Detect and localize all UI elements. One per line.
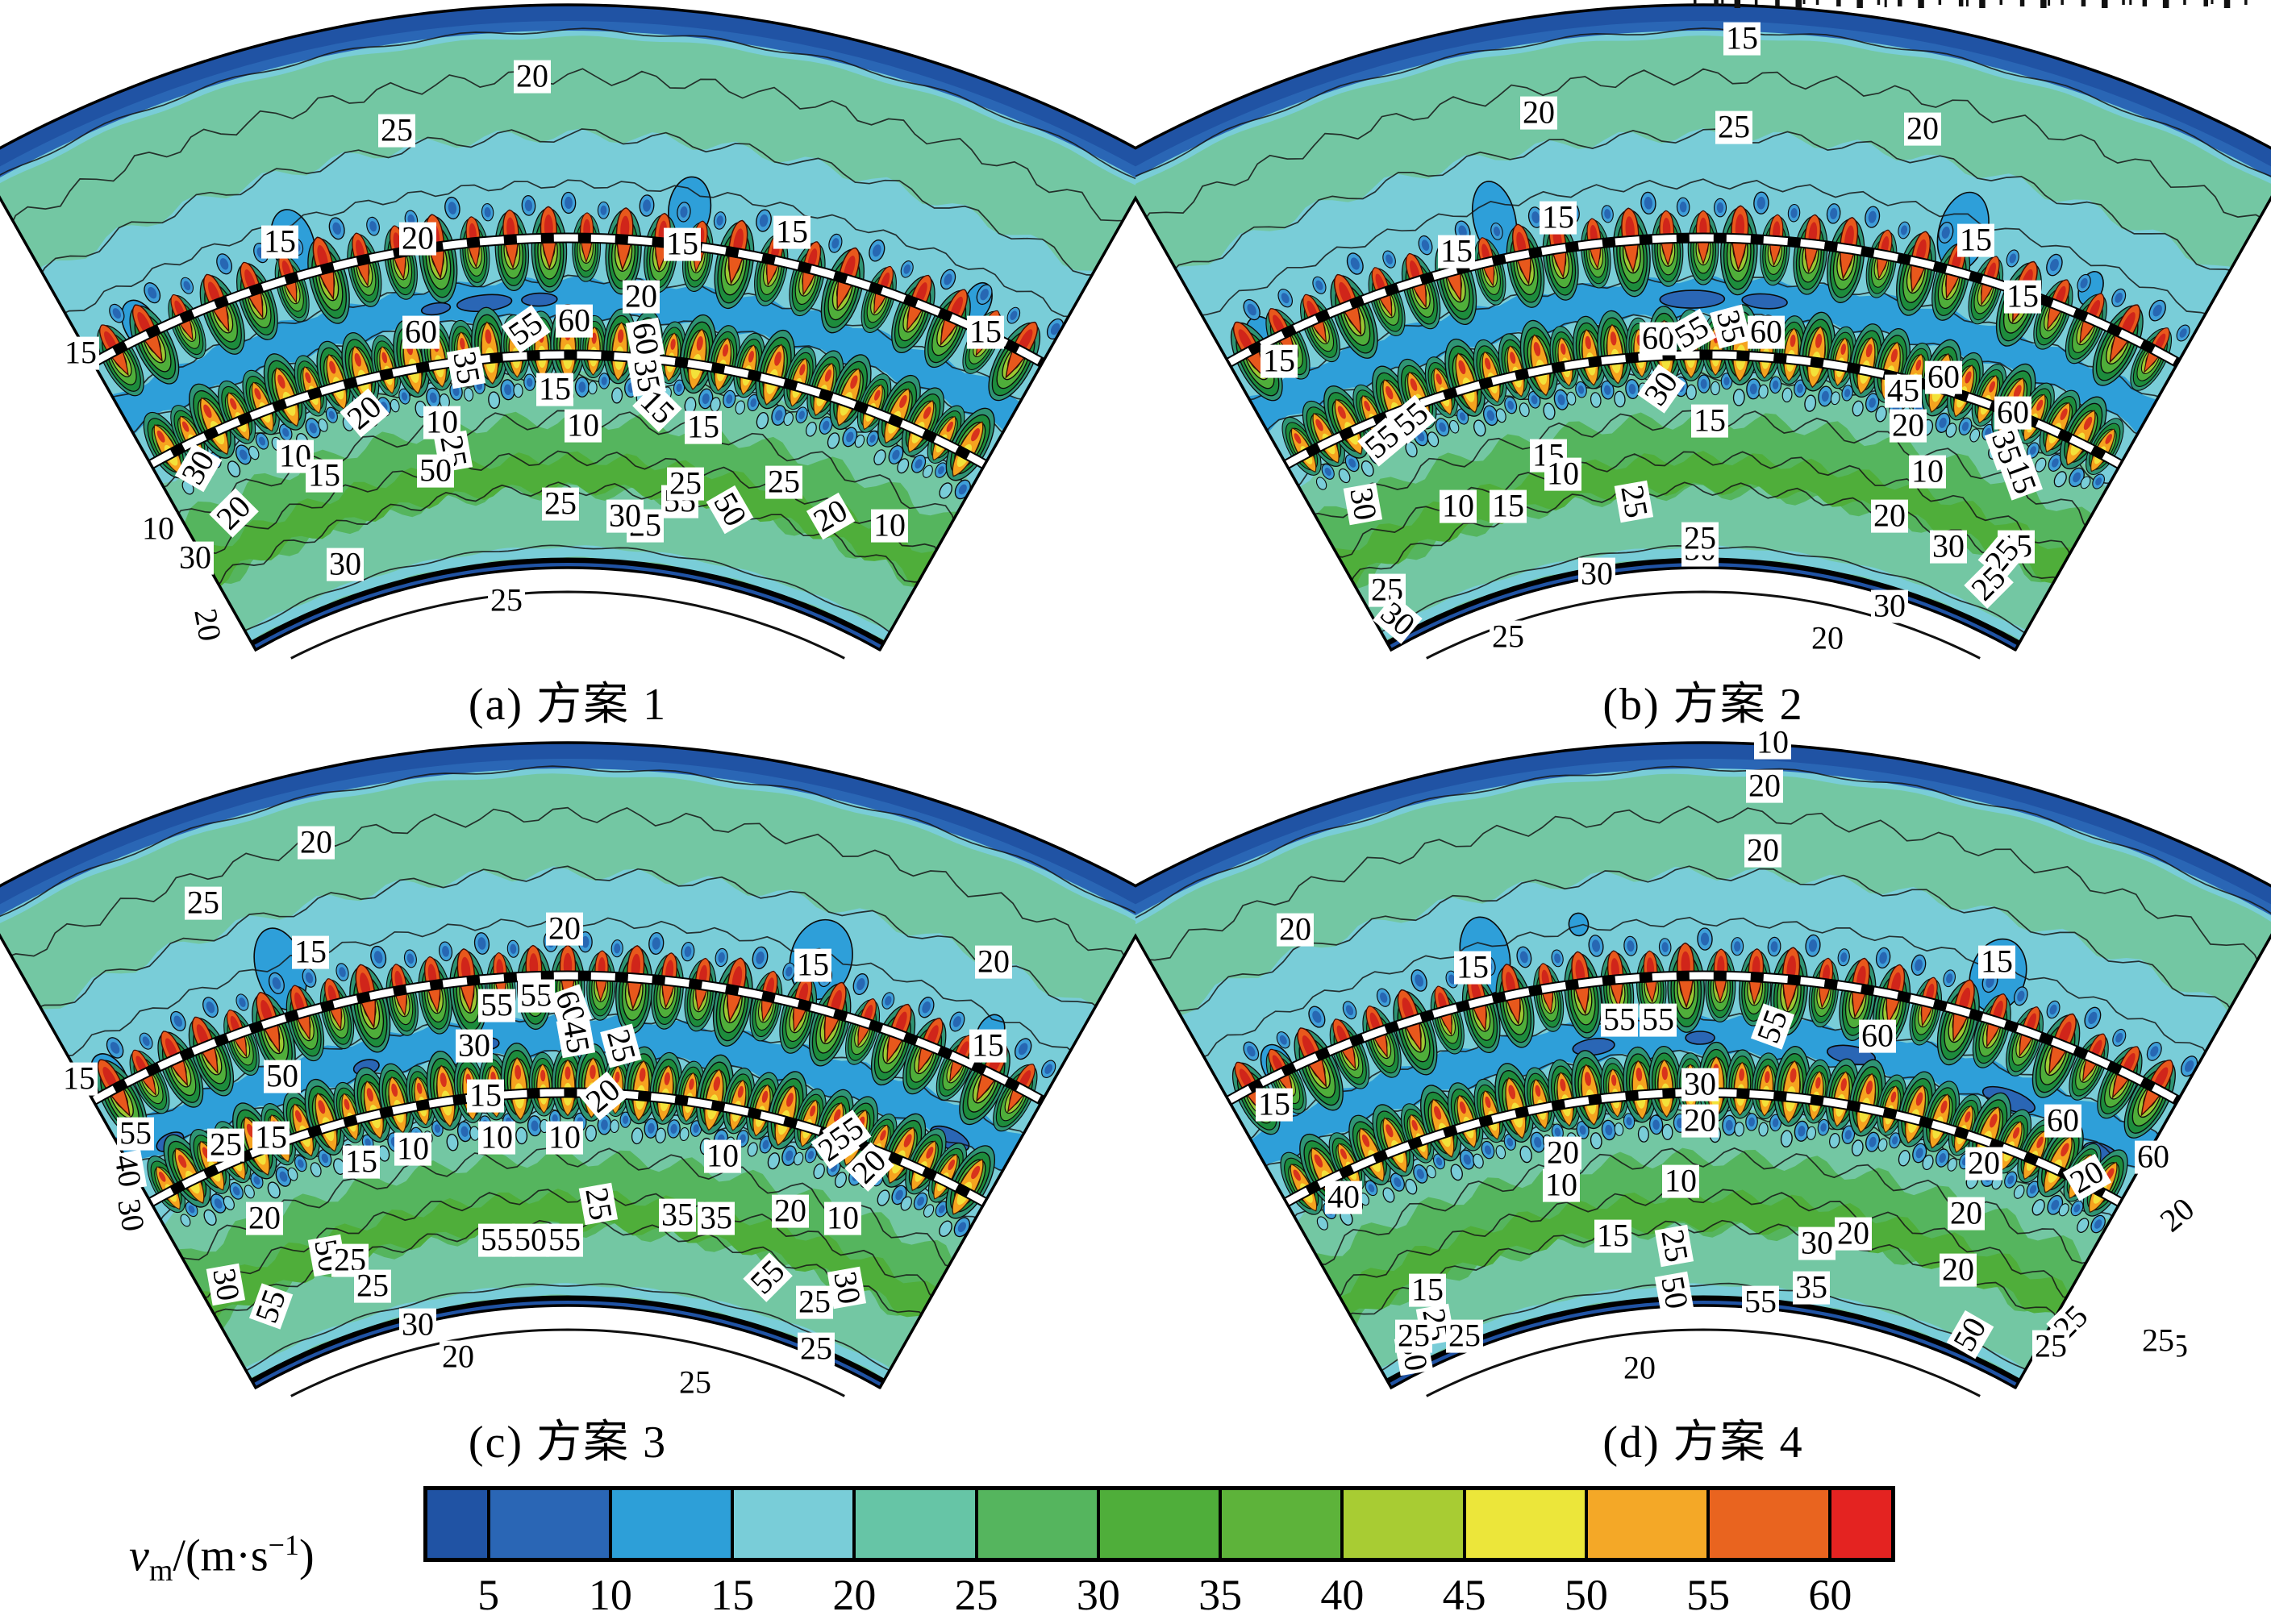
colorbar-cell — [1344, 1490, 1466, 1558]
stator-blade-wake — [385, 949, 419, 1036]
low-velocity-pocket — [420, 302, 452, 316]
unit-sup: −1 — [268, 1529, 299, 1561]
unit-end: ) — [298, 1530, 315, 1581]
low-velocity-pocket — [1659, 289, 1726, 309]
panel-scheme-2: 15 20 25 20 15 15 15 15 15 55 55 60 55 35 60 30 15 45 20 60… — [1136, 0, 2271, 738]
blade-row-dashed-arc — [1227, 972, 2180, 1104]
rotor-blade-wake — [939, 1145, 996, 1238]
colorbar-tick: 5 — [477, 1571, 500, 1619]
rotor-blade-wake — [900, 1128, 947, 1211]
colorbar-cell — [427, 1490, 490, 1558]
colorbar-cell — [734, 1490, 856, 1558]
colorbar-tick: 60 — [1808, 1571, 1852, 1619]
blade-row-dashed-arc — [91, 972, 1044, 1104]
fan-outline — [0, 3, 1136, 652]
rotor-blade-wake — [426, 1050, 473, 1151]
contour-plot-c — [0, 741, 1136, 1397]
colorbar-block: vm/(m·s−1) 5 10 15 20 25 30 35 40 45 50 55 60 — [0, 1480, 2271, 1624]
colorbar-cell — [856, 1490, 978, 1558]
rotor-blade-wake — [163, 1134, 227, 1226]
rotor-blade-wake — [2080, 418, 2124, 489]
rotor-wake-row — [143, 304, 995, 500]
colorbar-cell — [1710, 1490, 1832, 1558]
colorbar-cell — [490, 1490, 612, 1558]
low-velocity-pocket — [521, 292, 558, 307]
colorbar-tick: 35 — [1198, 1571, 1243, 1619]
colorbar-cell — [1222, 1490, 1344, 1558]
colorbar-ticks: 5 10 15 20 25 30 35 40 45 50 55 60 — [423, 1570, 1895, 1619]
stator-blade-wake — [2006, 1000, 2061, 1076]
contour-plot-d — [1136, 741, 2271, 1397]
colorbar-tick: 20 — [832, 1571, 877, 1619]
colorbar-tick: 50 — [1564, 1571, 1608, 1619]
hub-arc — [1426, 1328, 1981, 1397]
contour-plot-a — [0, 3, 1136, 660]
colorbar-cell — [977, 1490, 1100, 1558]
blade-row-dashed-arc — [1284, 1089, 2123, 1206]
rotor-blade-wake — [1848, 1059, 1886, 1157]
hub-arc — [290, 1328, 845, 1397]
stator-blade-wake — [349, 945, 391, 1053]
fan-sector — [1136, 5, 2271, 650]
stator-blade-wake — [1651, 197, 1690, 287]
colorbar — [423, 1486, 1895, 1562]
colorbar-cell — [611, 1490, 735, 1558]
colorbar-cell — [1099, 1490, 1223, 1558]
unit-sub: m — [148, 1553, 173, 1588]
colorbar-tick: 30 — [1076, 1571, 1120, 1619]
velocity-island — [1568, 912, 1590, 937]
stator-blade-wake — [924, 284, 993, 369]
caption-a: (a) 方案 1 — [468, 680, 668, 730]
blade-row-dashed-arc — [148, 351, 987, 468]
blade-row-dashed-arc — [1284, 351, 2123, 468]
rotor-blade-wake — [1825, 1058, 1860, 1149]
contour-plot-b — [1136, 0, 2271, 660]
fan-outline — [1136, 741, 2271, 1390]
blade-row-dashed-arc — [91, 234, 1044, 366]
stator-wake-row — [1231, 927, 2198, 1139]
colorbar-cell — [1831, 1490, 1891, 1558]
unit-var: v — [129, 1530, 149, 1581]
caption-b: (b) 方案 2 — [1602, 680, 1804, 730]
colorbar-tick: 40 — [1320, 1571, 1365, 1619]
colorbar-cell — [1465, 1490, 1588, 1558]
panel-scheme-4: 10 20 20 20 15 15 15 55 55 55 60 30 20 60 60 20 20 40 20 10… — [1136, 726, 2271, 1476]
fan-sector — [0, 743, 1136, 1388]
rotor-blade-wake — [877, 1113, 927, 1206]
colorbar-tick: 25 — [954, 1571, 998, 1619]
colorbar-tick: 45 — [1442, 1571, 1486, 1619]
panel-scheme-3: 20 25 15 20 15 20 15 15 55 55 60 30 45 25 50 20 15 55 25 15… — [0, 738, 1136, 1476]
stator-blade-wake — [285, 968, 325, 1062]
stator-blade-wake — [494, 195, 536, 291]
stator-blade-wake — [1564, 935, 1604, 1039]
colorbar-unit-label: vm/(m·s−1) — [129, 1528, 315, 1589]
colorbar-tick: 10 — [588, 1571, 632, 1619]
stator-blade-wake — [1936, 970, 1998, 1066]
low-velocity-pocket — [1741, 293, 1788, 310]
low-velocity-pocket — [1685, 1031, 1715, 1045]
unit-rest: /(m·s — [173, 1530, 269, 1581]
colorbar-tick: 15 — [710, 1571, 755, 1619]
hub-arc — [1426, 590, 1981, 660]
fan-sector — [0, 5, 1136, 650]
rotor-blade-wake — [1281, 416, 1335, 490]
colorbar-tick: 55 — [1686, 1571, 1731, 1619]
caption-d: (d) 方案 4 — [1602, 1418, 1804, 1468]
hub-arc — [290, 590, 845, 660]
colorbar-cell — [1587, 1490, 1711, 1558]
fan-outline — [0, 741, 1136, 1390]
fan-outline — [1136, 3, 2271, 652]
panel-scheme-1: 20 25 15 20 15 15 15 15 60 55 60 35 20 60 35 15 15 20 10 10… — [0, 0, 1136, 738]
caption-c: (c) 方案 3 — [468, 1418, 668, 1468]
fan-sector — [1136, 743, 2271, 1388]
clipped-label-strip — [1694, 0, 2248, 8]
